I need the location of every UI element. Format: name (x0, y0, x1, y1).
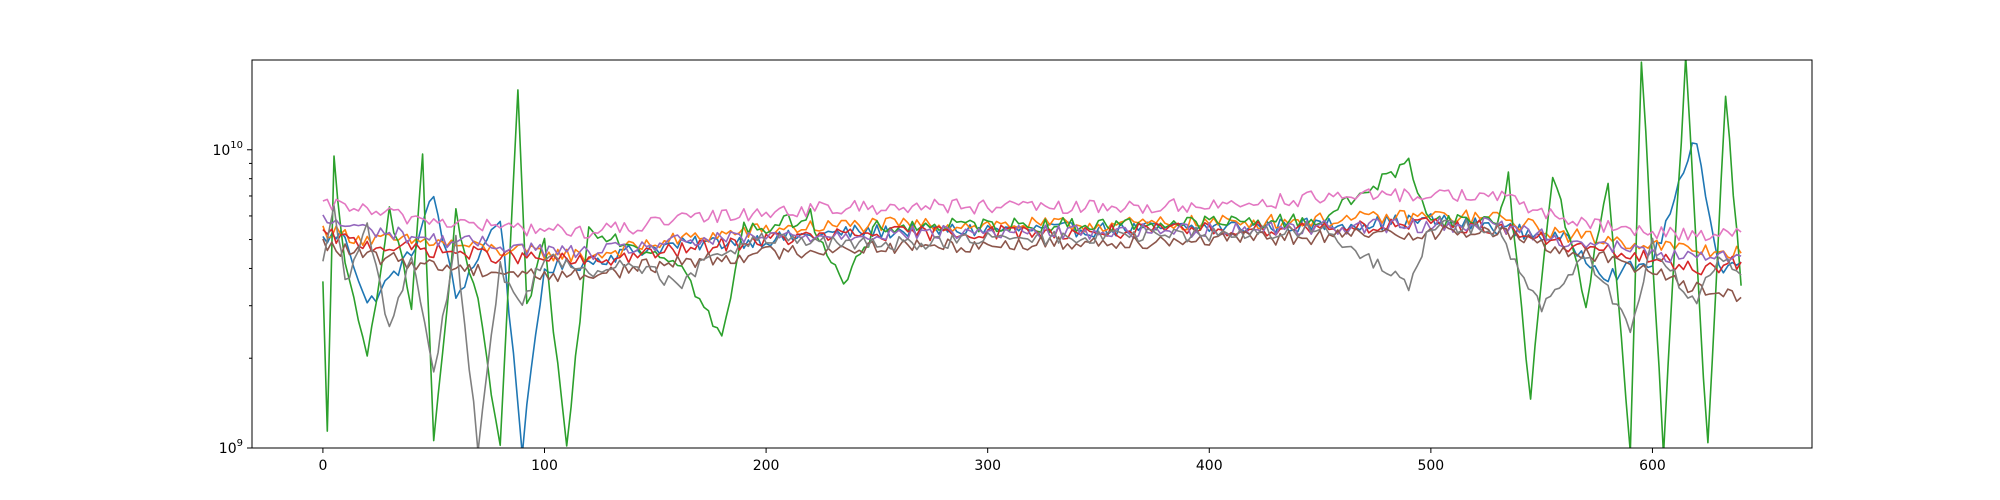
y-tick-label: 1010 (212, 140, 243, 159)
series-line-7 (322, 188, 1742, 242)
series-line-6 (322, 224, 1742, 303)
series-line-5 (322, 214, 1742, 264)
y-tick-exponent: 10 (230, 140, 243, 151)
y-tick-label: 109 (219, 438, 243, 457)
x-tick-label: 300 (974, 458, 1001, 474)
series-layer (322, 60, 1742, 448)
x-axis: 0 100 200 300 400 500 600 (318, 448, 1666, 474)
x-tick-label: 400 (1196, 458, 1223, 474)
y-tick-base: 10 (219, 441, 237, 457)
series-line-8 (322, 205, 1742, 448)
y-tick-base: 10 (212, 143, 230, 159)
x-tick-label: 500 (1417, 458, 1444, 474)
y-tick-exponent: 9 (237, 438, 243, 449)
series-line-1 (322, 142, 1742, 448)
axes-frame (251, 59, 1813, 449)
x-tick-label: 0 (318, 458, 327, 474)
series-line-3 (322, 60, 1742, 448)
x-tick-label: 100 (531, 458, 558, 474)
x-tick-label: 200 (753, 458, 780, 474)
x-tick-label: 600 (1639, 458, 1666, 474)
